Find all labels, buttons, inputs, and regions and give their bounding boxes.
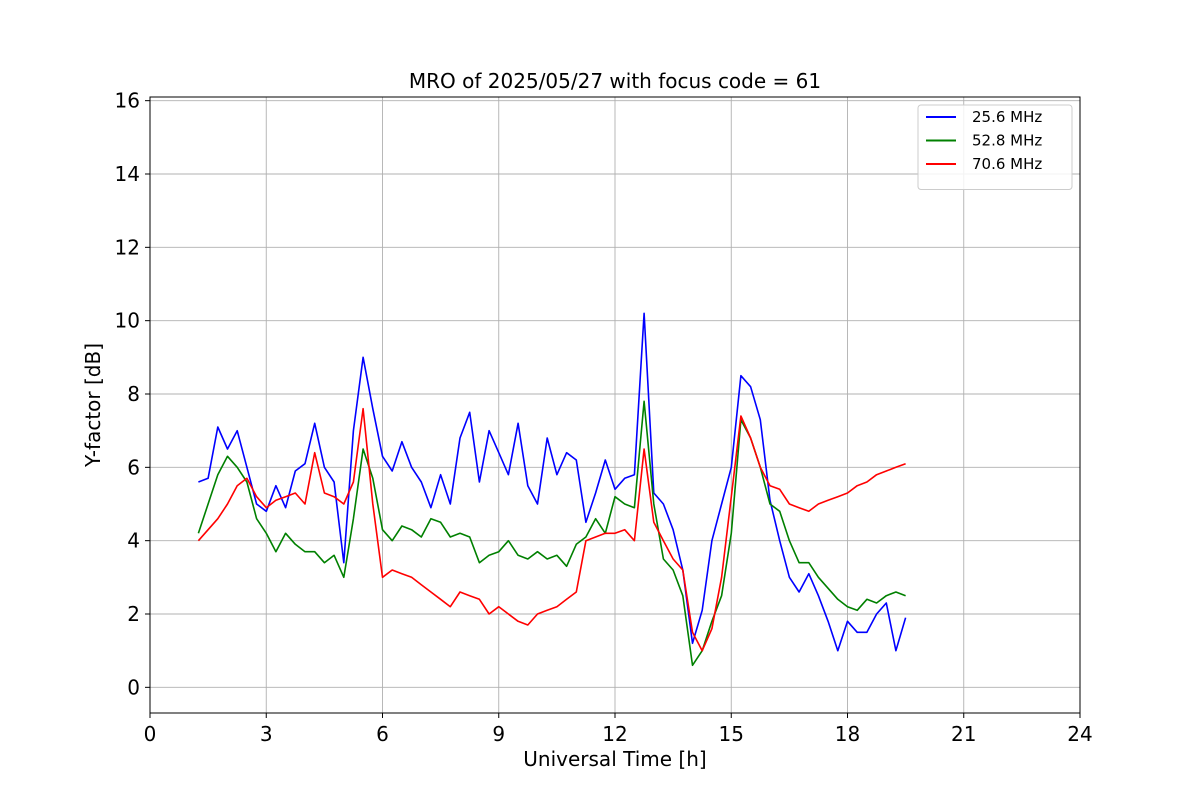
series-lines (197, 312, 907, 667)
legend-label: 70.6 MHz (972, 155, 1042, 173)
y-tick-label: 8 (127, 382, 140, 406)
y-tick-label: 12 (115, 235, 140, 259)
x-tick-label: 24 (1067, 722, 1092, 746)
legend: 25.6 MHz 52.8 MHz 70.6 MHz (917, 104, 1073, 190)
x-tick-label: 3 (260, 722, 273, 746)
y-tick-label: 6 (127, 455, 140, 479)
series-line-25-6-mhz (198, 312, 907, 652)
y-tick-label: 2 (127, 602, 140, 626)
legend-label: 25.6 MHz (972, 108, 1042, 126)
x-tick-label: 15 (719, 722, 744, 746)
x-tick-label: 12 (602, 722, 627, 746)
series-line-52-8-mhz (197, 400, 906, 667)
x-tick-label: 21 (951, 722, 976, 746)
y-tick-label: 4 (127, 529, 140, 553)
x-tick-label: 9 (492, 722, 505, 746)
y-tick-label: 16 (115, 89, 140, 113)
y-axis-label: Y-factor [dB] (81, 343, 105, 468)
y-tick-label: 10 (115, 309, 140, 333)
legend-box (917, 104, 1073, 190)
chart-title: MRO of 2025/05/27 with focus code = 61 (409, 69, 821, 93)
y-tick-label: 0 (127, 675, 140, 699)
x-tick-label: 6 (376, 722, 389, 746)
x-tick-label: 0 (144, 722, 157, 746)
series-line-70-6-mhz (197, 407, 906, 652)
legend-label: 52.8 MHz (972, 132, 1042, 150)
y-tick-label: 14 (115, 162, 140, 186)
x-axis-label: Universal Time [h] (523, 747, 706, 771)
x-tick-label: 18 (835, 722, 860, 746)
